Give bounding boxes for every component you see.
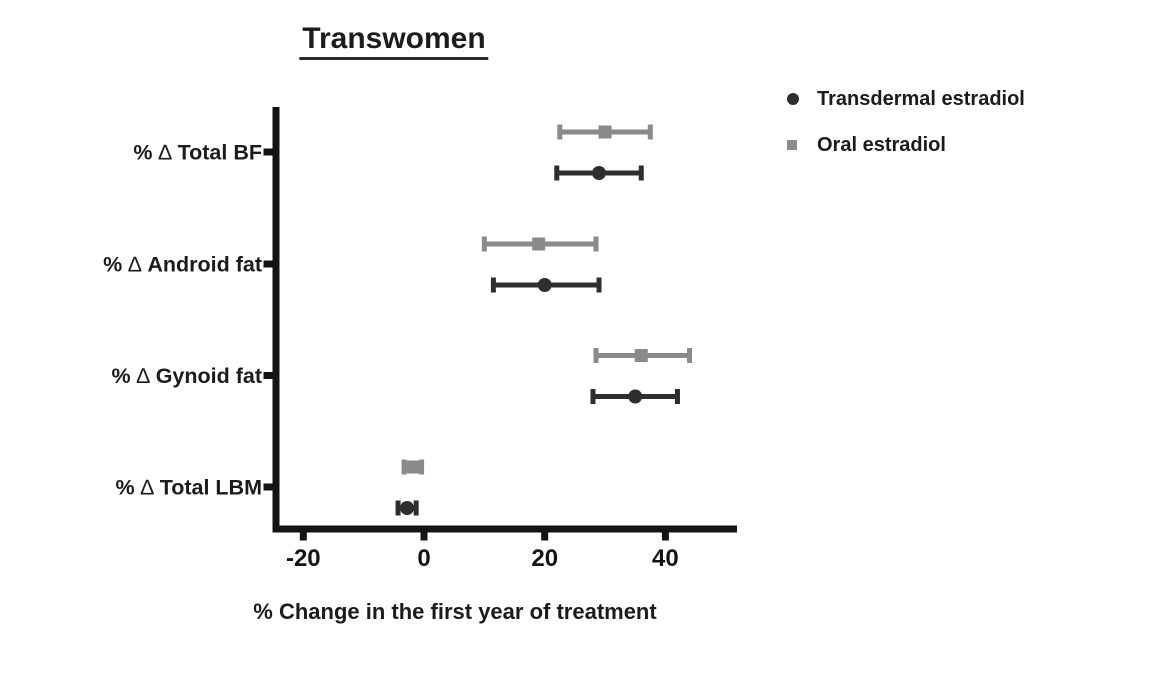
- legend-label-oral: Oral estradiol: [817, 133, 946, 156]
- error-bar-cap-high: [638, 165, 644, 181]
- y-axis-spine: [272, 107, 280, 533]
- error-bar-cap-low: [554, 165, 560, 181]
- x-tick-label: 20: [531, 545, 558, 572]
- x-tick-label: -20: [286, 545, 321, 572]
- y-tick-mark: [263, 260, 273, 268]
- error-bar-cap-low: [490, 277, 496, 293]
- axes: [272, 107, 737, 533]
- error-bar-cap-high: [413, 500, 419, 516]
- y-tick-mark: [263, 148, 273, 156]
- oral-square-icon: [787, 140, 797, 150]
- error-bar-cap-high: [687, 348, 693, 363]
- x-axis-spine: [272, 525, 737, 533]
- error-bar-cap-high: [596, 277, 602, 293]
- y-tick-mark: [263, 483, 273, 491]
- error-bar-cap-low: [395, 500, 401, 516]
- legend-label-transdermal: Transdermal estradiol: [817, 87, 1025, 110]
- error-bar-cap-low: [593, 348, 599, 363]
- legend-item-transdermal: Transdermal estradiol: [780, 84, 1025, 114]
- data-point-marker-square: [532, 237, 546, 251]
- x-tick-mark: [299, 532, 307, 541]
- data-point-marker-circle: [628, 389, 643, 404]
- error-bar-cap-low: [590, 389, 596, 404]
- x-tick-mark: [541, 532, 549, 541]
- series-oral-estradiol: [401, 124, 693, 475]
- error-bar-cap-high: [674, 389, 680, 404]
- x-axis-ticks: -20 0 20 40: [286, 532, 679, 572]
- error-bar-cap-low: [401, 459, 407, 475]
- x-tick-mark: [661, 532, 669, 541]
- data-point-marker-square: [598, 125, 612, 139]
- series-transdermal-estradiol: [395, 165, 680, 516]
- legend-item-oral: Oral estradiol: [780, 130, 1025, 160]
- x-tick-label: 0: [417, 545, 430, 572]
- transdermal-circle-icon: [787, 93, 799, 105]
- error-bar-cap-high: [593, 236, 599, 252]
- legend: Transdermal estradiol Oral estradiol: [780, 84, 1025, 176]
- x-tick-mark: [420, 532, 428, 541]
- data-point-marker-square: [406, 460, 420, 474]
- data-point-marker-circle: [537, 278, 552, 292]
- category-label: % ∆ Android fat: [103, 253, 262, 277]
- x-tick-label: 40: [652, 545, 679, 572]
- error-bar-cap-high: [647, 124, 653, 140]
- error-bar-cap-low: [481, 236, 487, 252]
- y-axis-categories: % ∆ Total BF % ∆ Android fat % ∆ Gynoid fa…: [103, 141, 273, 500]
- category-label: % ∆ Total BF: [133, 141, 262, 165]
- error-bar-cap-high: [419, 459, 425, 475]
- chart-title: Transwomen: [299, 22, 489, 60]
- y-tick-mark: [263, 372, 273, 379]
- data-point-marker-circle: [592, 166, 607, 180]
- category-label: % ∆ Gynoid fat: [111, 364, 262, 388]
- error-bar-cap-low: [557, 124, 563, 140]
- data-point-marker-square: [634, 349, 648, 362]
- x-axis-title: % Change in the first year of treatment: [253, 599, 657, 624]
- category-label: % ∆ Total LBM: [115, 476, 262, 500]
- data-point-marker-circle: [400, 501, 415, 515]
